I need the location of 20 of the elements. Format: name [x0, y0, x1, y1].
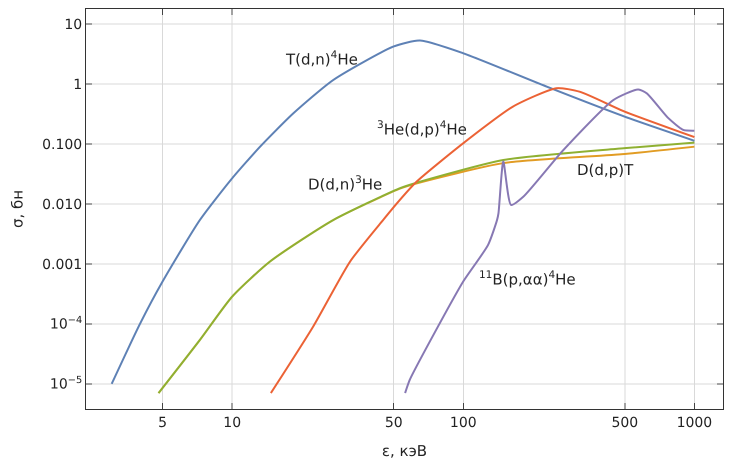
- y-tick-label: 10: [64, 16, 82, 33]
- y-tick-label: 0.100: [42, 136, 82, 153]
- series-label: $^{11}$B(p,αα)$^{4}$He: [479, 269, 576, 288]
- y-tick-label: 1: [73, 76, 82, 93]
- x-tick-label: 10: [223, 414, 242, 431]
- x-axis-title: ε, кэВ: [382, 442, 428, 460]
- y-tick-label: 0.010: [42, 196, 82, 213]
- x-tick-label: 500: [611, 414, 638, 431]
- series-label: $^{3}$He(d,p)$^{4}$He: [377, 119, 467, 138]
- series-label: D(d,p)T: [577, 161, 634, 179]
- x-tick-label: 1000: [676, 414, 712, 431]
- y-tick-label: 10$^{−5}$: [50, 374, 82, 393]
- y-axis-title: σ, бн: [8, 190, 26, 228]
- x-tick-label: 50: [384, 414, 403, 431]
- series-label: D(d,n)$^{3}$He: [308, 174, 382, 194]
- x-tick-label: 100: [450, 414, 477, 431]
- x-tick-label: 5: [158, 414, 168, 431]
- y-tick-label: 10$^{−4}$: [50, 314, 82, 333]
- y-tick-label: 0.001: [42, 256, 82, 273]
- series-label: T(d,n)$^{4}$He: [285, 49, 358, 68]
